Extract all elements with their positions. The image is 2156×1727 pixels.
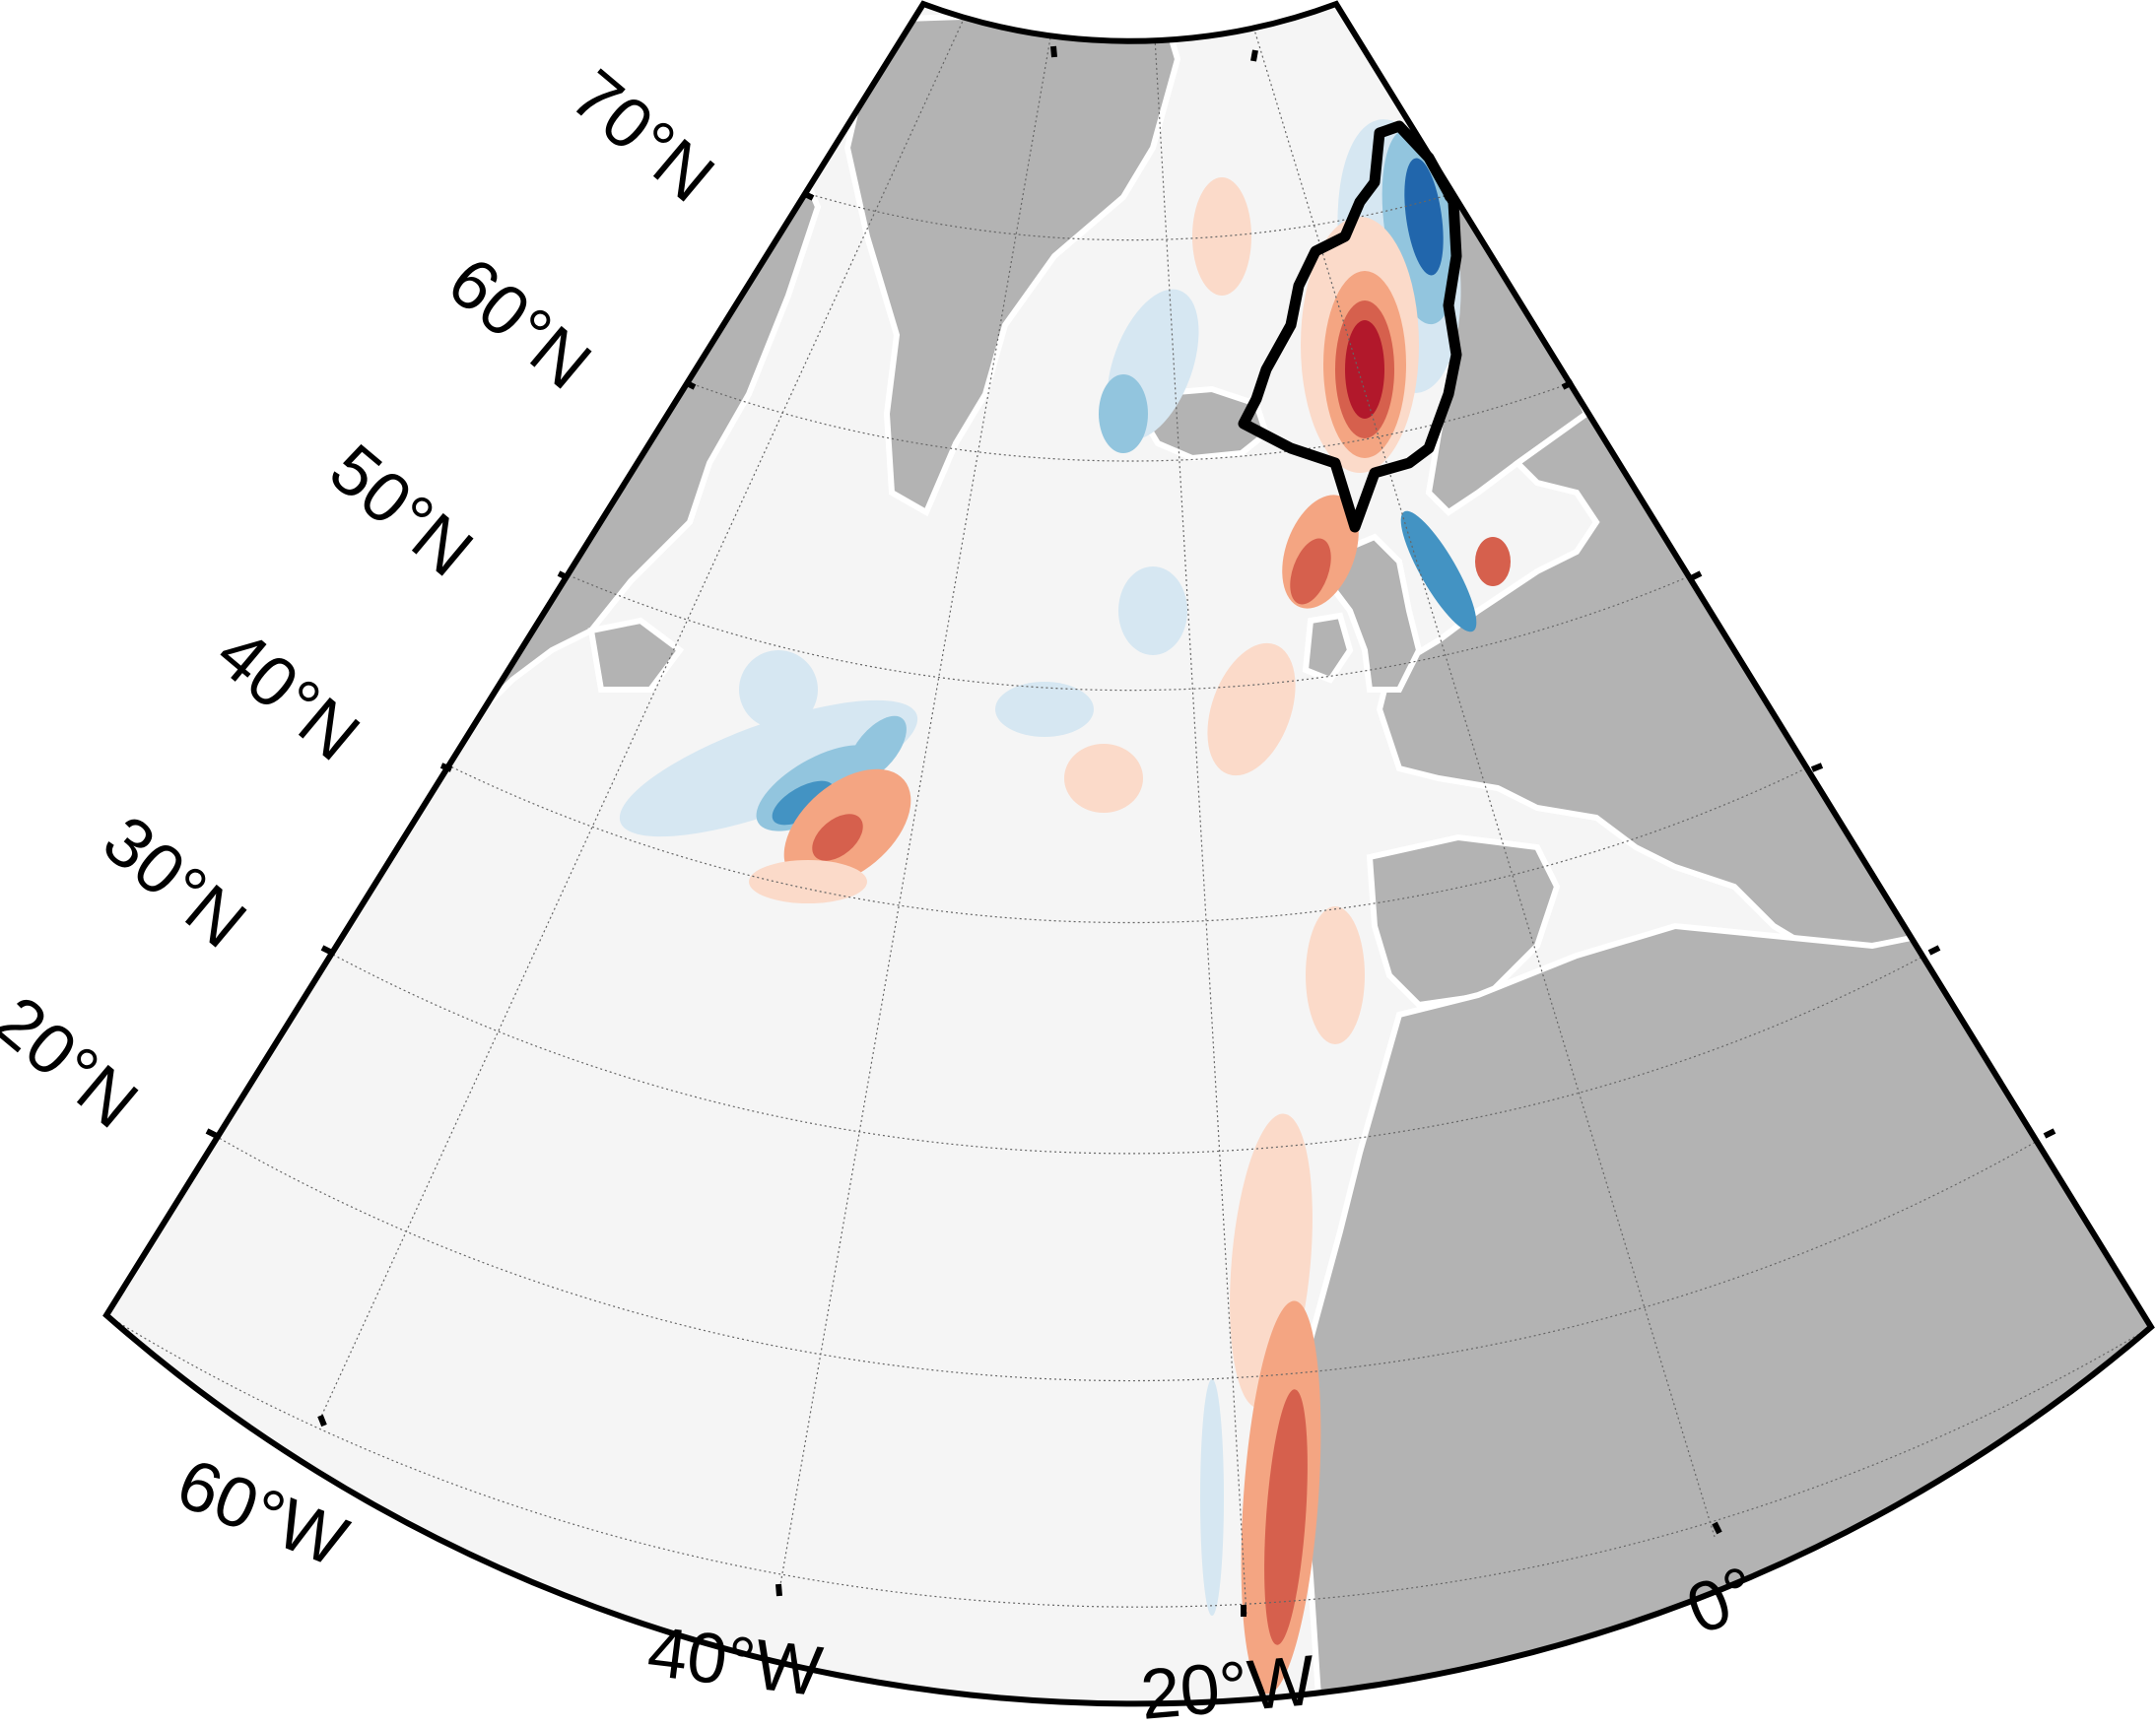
- anomaly-blue-patch: [1200, 1379, 1224, 1616]
- anomaly-red-patch: [1064, 744, 1143, 813]
- graticule: [106, 4, 2151, 1617]
- anomaly-blue-patch: [772, 780, 835, 826]
- anomaly-red-patch: [749, 860, 867, 903]
- lat-label-50n: 50°N: [315, 430, 488, 592]
- great-britain: [1331, 533, 1423, 693]
- anomaly-blue-patch: [739, 650, 818, 729]
- lat-label-40n: 40°N: [202, 614, 374, 776]
- anomaly-red-patch: [1345, 320, 1384, 419]
- greenland: [843, 6, 1181, 517]
- anomaly-blue-patch: [847, 715, 907, 782]
- anomaly-red-patch: [812, 814, 863, 861]
- iberia: [1366, 833, 1561, 1009]
- anomaly-blue-patch: [1404, 158, 1444, 276]
- anomaly-blue-patch: [1099, 374, 1148, 453]
- ireland: [1302, 612, 1354, 684]
- lat-label-70n: 70°N: [557, 55, 729, 218]
- lat-label-20n: 20°N: [0, 981, 152, 1144]
- anomaly-red-patch: [1264, 1389, 1308, 1645]
- newfoundland: [587, 617, 685, 693]
- anomaly-red-patch: [1207, 642, 1296, 776]
- anomaly-blue-patch: [1118, 566, 1187, 655]
- anomaly-red-patch: [1306, 906, 1365, 1044]
- anomaly-blue-patch: [1400, 510, 1477, 632]
- lat-label-60n: 60°N: [434, 242, 606, 405]
- lat-label-30n: 30°N: [89, 801, 261, 963]
- anomaly-blue-patch: [995, 682, 1094, 737]
- map-frame: [102, 0, 2155, 1707]
- region-outline: [1238, 120, 1462, 533]
- lon-label-20w: 20°W: [1137, 1641, 1317, 1727]
- anomaly-red-patch: [1290, 538, 1331, 605]
- anomaly-red-patch: [1475, 537, 1511, 586]
- anomaly-blue-patch: [619, 699, 918, 837]
- frame-ticks: [205, 45, 2056, 1617]
